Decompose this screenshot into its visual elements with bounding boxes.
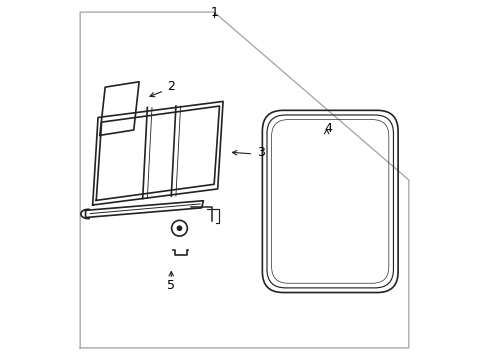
Circle shape (177, 226, 181, 230)
Text: 2: 2 (167, 80, 175, 93)
Text: 1: 1 (210, 6, 218, 19)
Text: 3: 3 (256, 146, 264, 159)
Polygon shape (85, 201, 203, 217)
Text: 5: 5 (167, 279, 175, 292)
Text: 4: 4 (324, 122, 332, 135)
